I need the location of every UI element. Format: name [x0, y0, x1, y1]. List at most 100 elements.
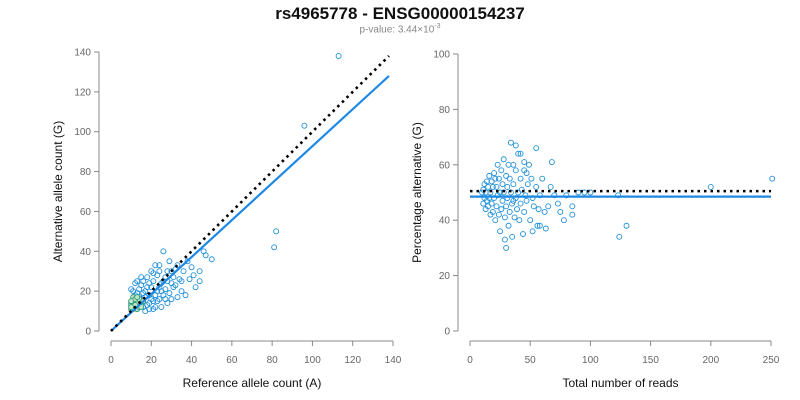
- left-data-point: [150, 298, 157, 305]
- p-value-exponent: -3: [434, 23, 441, 30]
- right-data-point: [501, 214, 508, 221]
- left-y-tick-label: 40: [80, 247, 92, 258]
- right-x-tick-label: 100: [582, 355, 599, 366]
- right-data-point: [515, 189, 522, 196]
- right-data-point: [529, 195, 536, 201]
- left-data-point: [166, 290, 173, 297]
- right-data-point: [536, 222, 543, 229]
- left-data-point: [178, 288, 185, 295]
- left-x-tick-label: 140: [385, 355, 402, 366]
- right-data-point: [506, 208, 513, 215]
- left-data-point: [273, 228, 280, 235]
- right-data-point: [569, 203, 576, 210]
- right-data-point: [505, 161, 512, 168]
- right-data-point: [506, 175, 513, 182]
- right-y-tick-label: 20: [439, 271, 451, 282]
- right-data-point: [615, 192, 622, 199]
- right-data-point: [479, 189, 485, 196]
- right-data-point: [492, 175, 499, 182]
- left-x-tick-label: 120: [344, 355, 361, 366]
- right-data-point: [498, 206, 505, 213]
- left-data-point: [156, 262, 163, 269]
- left-y-tick-label: 60: [80, 207, 92, 218]
- right-x-axis-title: Total number of reads: [562, 376, 678, 390]
- left-scatter-plot: 0 20 40 60 80 100 120 140 0 20 40 60 80 100 120 140 Refe…: [51, 48, 402, 391]
- right-data-point: [494, 161, 501, 168]
- right-data-point: [493, 184, 500, 190]
- right-data-point: [510, 197, 517, 204]
- left-x-tick-label: 0: [108, 355, 114, 366]
- right-data-point: [488, 200, 495, 207]
- right-data-point: [507, 139, 514, 146]
- right-data-point: [493, 203, 500, 210]
- right-data-point: [548, 159, 555, 165]
- right-data-point: [534, 222, 541, 229]
- right-data-point: [499, 181, 506, 188]
- right-data-point: [511, 214, 518, 221]
- right-data-point: [569, 211, 576, 218]
- left-data-point: [196, 268, 203, 275]
- right-data-point: [503, 244, 510, 251]
- right-data-point: [480, 200, 487, 207]
- right-data-point: [517, 150, 524, 157]
- right-x-tick-label: 0: [467, 355, 473, 366]
- right-data-point: [494, 192, 501, 199]
- right-data-point: [545, 203, 552, 210]
- right-data-point: [769, 175, 776, 182]
- right-data-point: [503, 203, 510, 210]
- right-data-point: [581, 189, 588, 196]
- left-data-point: [190, 272, 197, 279]
- left-highlight-point: [128, 304, 135, 311]
- left-y-tick-label: 120: [74, 87, 91, 98]
- right-scatter-plot: 0 50 100 150 200 250 0 20 40 60 80 100 Total number …: [410, 50, 780, 391]
- right-data-point: [526, 161, 532, 168]
- left-data-point: [166, 258, 173, 265]
- right-data-point: [481, 195, 488, 201]
- right-y-tick-label: 60: [439, 160, 451, 171]
- chart-subtitle: p-value: 3.44×10-3: [0, 23, 800, 35]
- right-data-point: [541, 208, 548, 215]
- right-data-point: [557, 208, 564, 215]
- right-data-point: [503, 172, 510, 179]
- left-y-tick-label: 140: [74, 48, 91, 59]
- right-data-point: [542, 225, 549, 232]
- right-data-point: [575, 189, 582, 196]
- p-value-label: p-value: 3.44×10: [359, 24, 435, 36]
- right-data-point: [521, 159, 528, 165]
- right-data-point: [504, 184, 511, 190]
- right-y-tick-label: 0: [444, 327, 450, 338]
- right-data-point: [707, 184, 714, 190]
- right-data-point: [499, 197, 506, 204]
- right-data-point: [504, 195, 511, 201]
- left-data-point: [271, 244, 278, 251]
- right-data-point: [510, 181, 517, 188]
- left-data-point: [174, 294, 181, 301]
- left-data-point: [152, 304, 159, 311]
- left-data-point: [301, 122, 308, 129]
- left-x-axis-title: Reference allele count (A): [183, 376, 322, 390]
- right-data-point: [587, 189, 594, 196]
- left-data-point: [188, 264, 195, 271]
- right-data-point: [547, 184, 554, 190]
- left-data-point: [182, 292, 189, 299]
- left-data-point: [172, 282, 179, 289]
- right-data-point: [518, 186, 525, 193]
- right-data-point: [509, 200, 516, 207]
- left-regression-line: [110, 75, 390, 332]
- right-data-point: [510, 161, 517, 168]
- left-data-point: [200, 248, 207, 255]
- left-y-axis-title: Alternative allele count (G): [51, 121, 65, 262]
- left-data-point: [152, 262, 159, 269]
- right-data-point: [554, 200, 561, 207]
- right-data-point: [492, 217, 499, 224]
- right-data-point: [488, 178, 495, 185]
- left-data-point: [180, 268, 187, 275]
- right-data-point: [528, 175, 535, 182]
- left-data-point: [184, 258, 191, 265]
- right-data-point: [623, 222, 630, 229]
- left-data-point: [208, 256, 215, 263]
- left-data-point: [128, 286, 135, 293]
- right-y-tick-label: 40: [439, 216, 451, 227]
- left-y-tick-label: 80: [80, 167, 92, 178]
